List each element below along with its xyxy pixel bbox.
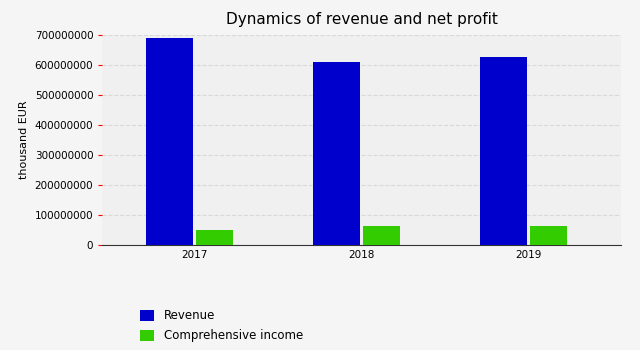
Legend: Revenue, Comprehensive income: Revenue, Comprehensive income xyxy=(134,303,309,348)
Bar xyxy=(364,226,400,245)
Bar xyxy=(196,230,233,245)
Y-axis label: thousand EUR: thousand EUR xyxy=(19,101,29,179)
Bar xyxy=(146,38,193,245)
Bar xyxy=(531,225,567,245)
Bar xyxy=(481,57,527,245)
Bar xyxy=(313,62,360,245)
Title: Dynamics of revenue and net profit: Dynamics of revenue and net profit xyxy=(226,12,497,27)
